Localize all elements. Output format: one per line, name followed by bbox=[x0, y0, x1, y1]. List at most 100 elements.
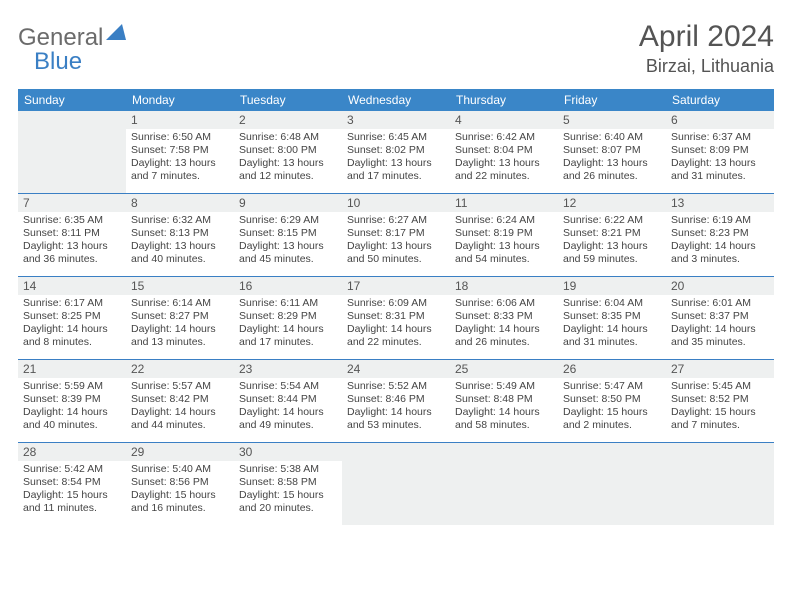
daylight-line: Daylight: 14 hours and 35 minutes. bbox=[671, 323, 769, 349]
month-title: April 2024 bbox=[639, 20, 774, 54]
daylight-line: Daylight: 14 hours and 26 minutes. bbox=[455, 323, 553, 349]
calendar-cell: 8Sunrise: 6:32 AMSunset: 8:13 PMDaylight… bbox=[126, 194, 234, 276]
sunset-line: Sunset: 8:52 PM bbox=[671, 393, 769, 406]
sunrise-line: Sunrise: 5:57 AM bbox=[131, 380, 229, 393]
calendar-cell bbox=[18, 111, 126, 193]
calendar-cell: 21Sunrise: 5:59 AMSunset: 8:39 PMDayligh… bbox=[18, 360, 126, 442]
logo-text-2: Blue bbox=[34, 48, 82, 75]
day-header-cell: Sunday bbox=[18, 89, 126, 111]
daylight-line: Daylight: 13 hours and 45 minutes. bbox=[239, 240, 337, 266]
weeks-container: 1Sunrise: 6:50 AMSunset: 7:58 PMDaylight… bbox=[18, 111, 774, 525]
calendar-cell: 16Sunrise: 6:11 AMSunset: 8:29 PMDayligh… bbox=[234, 277, 342, 359]
sunset-line: Sunset: 8:02 PM bbox=[347, 144, 445, 157]
sunrise-line: Sunrise: 6:42 AM bbox=[455, 131, 553, 144]
day-number: 21 bbox=[18, 360, 126, 378]
sunset-line: Sunset: 8:11 PM bbox=[23, 227, 121, 240]
sunrise-line: Sunrise: 6:48 AM bbox=[239, 131, 337, 144]
sunrise-line: Sunrise: 6:14 AM bbox=[131, 297, 229, 310]
sunset-line: Sunset: 8:48 PM bbox=[455, 393, 553, 406]
logo-text-2-wrap: Blue bbox=[34, 48, 82, 76]
sunrise-line: Sunrise: 5:38 AM bbox=[239, 463, 337, 476]
day-number: 12 bbox=[558, 194, 666, 212]
calendar-cell: 26Sunrise: 5:47 AMSunset: 8:50 PMDayligh… bbox=[558, 360, 666, 442]
sunrise-line: Sunrise: 6:35 AM bbox=[23, 214, 121, 227]
sunrise-line: Sunrise: 6:45 AM bbox=[347, 131, 445, 144]
daylight-line: Daylight: 15 hours and 16 minutes. bbox=[131, 489, 229, 515]
calendar-cell: 2Sunrise: 6:48 AMSunset: 8:00 PMDaylight… bbox=[234, 111, 342, 193]
sunset-line: Sunset: 8:42 PM bbox=[131, 393, 229, 406]
calendar-cell: 27Sunrise: 5:45 AMSunset: 8:52 PMDayligh… bbox=[666, 360, 774, 442]
calendar-cell: 18Sunrise: 6:06 AMSunset: 8:33 PMDayligh… bbox=[450, 277, 558, 359]
sunset-line: Sunset: 8:17 PM bbox=[347, 227, 445, 240]
sunset-line: Sunset: 8:29 PM bbox=[239, 310, 337, 323]
day-number: 27 bbox=[666, 360, 774, 378]
daylight-line: Daylight: 13 hours and 26 minutes. bbox=[563, 157, 661, 183]
week-row: 7 Sunrise: 6:35 AMSunset: 8:11 PM Daylight… bbox=[18, 194, 774, 277]
sunrise-line: Sunrise: 6:17 AM bbox=[23, 297, 121, 310]
day-number: 3 bbox=[342, 111, 450, 129]
day-number: 15 bbox=[126, 277, 234, 295]
day-number: 5 bbox=[558, 111, 666, 129]
day-number: 7 bbox=[18, 194, 126, 212]
sunset-line: Sunset: 8:56 PM bbox=[131, 476, 229, 489]
day-number: 18 bbox=[450, 277, 558, 295]
sunset-line: Sunset: 8:04 PM bbox=[455, 144, 553, 157]
calendar-cell: 20Sunrise: 6:01 AMSunset: 8:37 PMDayligh… bbox=[666, 277, 774, 359]
calendar-cell bbox=[450, 443, 558, 525]
day-number: 8 bbox=[126, 194, 234, 212]
calendar-cell: 9Sunrise: 6:29 AMSunset: 8:15 PMDaylight… bbox=[234, 194, 342, 276]
sunset-line: Sunset: 8:21 PM bbox=[563, 227, 661, 240]
calendar-cell: 11 Sunrise: 6:24 AMSunset: 8:19 PMDayligh… bbox=[450, 194, 558, 276]
day-header-cell: Saturday bbox=[666, 89, 774, 111]
sunset-line: Sunset: 8:27 PM bbox=[131, 310, 229, 323]
week-row: 21 Sunrise: 5:59 AMSunset: 8:39 PM Dayligh… bbox=[18, 360, 774, 443]
day-number: 9 bbox=[234, 194, 342, 212]
day-number: 14 bbox=[18, 277, 126, 295]
day-number: 11 bbox=[450, 194, 558, 212]
daylight-line: Daylight: 14 hours and 3 minutes. bbox=[671, 240, 769, 266]
day-header-cell: Friday bbox=[558, 89, 666, 111]
location: Birzai, Lithuania bbox=[639, 56, 774, 77]
daylight-line: Daylight: 13 hours and 54 minutes. bbox=[455, 240, 553, 266]
sunrise-line: Sunrise: 6:37 AM bbox=[671, 131, 769, 144]
sunset-line: Sunset: 8:13 PM bbox=[131, 227, 229, 240]
sunset-line: Sunset: 8:39 PM bbox=[23, 393, 121, 406]
daylight-line: Daylight: 14 hours and 49 minutes. bbox=[239, 406, 337, 432]
daylight-line: Daylight: 13 hours and 31 minutes. bbox=[671, 157, 769, 183]
title-block: April 2024 Birzai, Lithuania bbox=[639, 20, 774, 77]
sunset-line: Sunset: 8:00 PM bbox=[239, 144, 337, 157]
day-number: 10 bbox=[342, 194, 450, 212]
daylight-line: Daylight: 13 hours and 17 minutes. bbox=[347, 157, 445, 183]
sunset-line: Sunset: 8:25 PM bbox=[23, 310, 121, 323]
day-header-cell: Tuesday bbox=[234, 89, 342, 111]
sunrise-line: Sunrise: 6:24 AM bbox=[455, 214, 553, 227]
day-number: 16 bbox=[234, 277, 342, 295]
sunset-line: Sunset: 8:33 PM bbox=[455, 310, 553, 323]
calendar-cell: 4Sunrise: 6:42 AMSunset: 8:04 PMDaylight… bbox=[450, 111, 558, 193]
day-number: 25 bbox=[450, 360, 558, 378]
sunset-line: Sunset: 8:31 PM bbox=[347, 310, 445, 323]
week-row: 1Sunrise: 6:50 AMSunset: 7:58 PMDaylight… bbox=[18, 111, 774, 194]
daylight-line: Daylight: 13 hours and 50 minutes. bbox=[347, 240, 445, 266]
sunset-line: Sunset: 8:19 PM bbox=[455, 227, 553, 240]
sunrise-line: Sunrise: 5:59 AM bbox=[23, 380, 121, 393]
sunrise-line: Sunrise: 5:47 AM bbox=[563, 380, 661, 393]
calendar-cell: 6Sunrise: 6:37 AMSunset: 8:09 PMDaylight… bbox=[666, 111, 774, 193]
sunrise-line: Sunrise: 5:42 AM bbox=[23, 463, 121, 476]
header: General April 2024 Birzai, Lithuania bbox=[18, 20, 774, 77]
sunset-line: Sunset: 8:07 PM bbox=[563, 144, 661, 157]
sunset-line: Sunset: 8:15 PM bbox=[239, 227, 337, 240]
calendar-cell: 22Sunrise: 5:57 AMSunset: 8:42 PMDayligh… bbox=[126, 360, 234, 442]
sunrise-line: Sunrise: 6:11 AM bbox=[239, 297, 337, 310]
calendar-cell: 25Sunrise: 5:49 AMSunset: 8:48 PMDayligh… bbox=[450, 360, 558, 442]
logo-triangle-icon bbox=[106, 24, 126, 45]
sunrise-line: Sunrise: 6:40 AM bbox=[563, 131, 661, 144]
sunrise-line: Sunrise: 6:22 AM bbox=[563, 214, 661, 227]
day-number: 26 bbox=[558, 360, 666, 378]
calendar-cell: 29Sunrise: 5:40 AMSunset: 8:56 PMDayligh… bbox=[126, 443, 234, 525]
sunrise-line: Sunrise: 6:32 AM bbox=[131, 214, 229, 227]
daylight-line: Daylight: 13 hours and 22 minutes. bbox=[455, 157, 553, 183]
calendar-cell: 28Sunrise: 5:42 AMSunset: 8:54 PMDayligh… bbox=[18, 443, 126, 525]
day-header-row: SundayMondayTuesdayWednesdayThursdayFrid… bbox=[18, 89, 774, 111]
day-number: 6 bbox=[666, 111, 774, 129]
